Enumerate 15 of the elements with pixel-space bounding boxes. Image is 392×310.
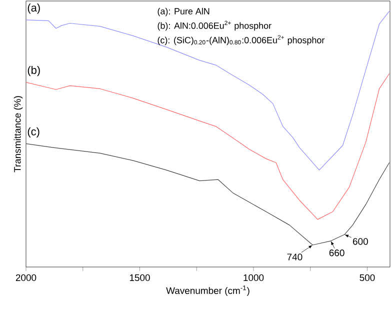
x-tick-label: 1500 bbox=[130, 274, 150, 282]
annotation: (b): AlN:0.006Eu$^{2+}$ phosphor bbox=[158, 20, 272, 31]
series-label: (a) bbox=[28, 4, 40, 14]
x-tick-label: 1000 bbox=[244, 274, 264, 282]
series-label: (c) bbox=[28, 127, 40, 138]
x-tick-label: 2000 bbox=[16, 274, 36, 282]
annotation: (c): (SiC)$_{0.20}$-(AlN)$_{0.80}$:0.006Eu$^{2+}$ phosphor bbox=[158, 35, 325, 46]
y-axis-title: Transmittance (%) bbox=[14, 96, 23, 172]
series-label: (b) bbox=[28, 66, 40, 76]
annotation: 600 bbox=[353, 238, 368, 245]
x-tick-label: 500 bbox=[360, 274, 375, 282]
annotation: (a): Pure AlN bbox=[158, 8, 210, 16]
annotation: 660 bbox=[329, 250, 344, 256]
annotation: 740 bbox=[287, 254, 302, 260]
x-axis-title: Wavenumber (cm$^{-1}$) bbox=[166, 286, 250, 296]
